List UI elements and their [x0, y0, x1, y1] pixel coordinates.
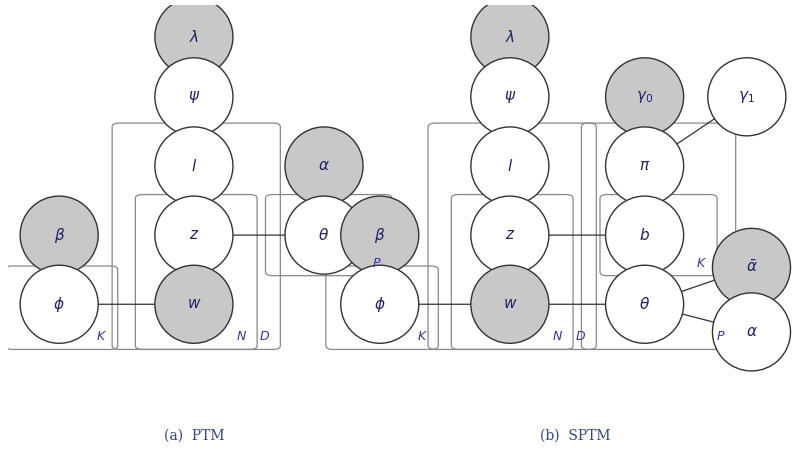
Ellipse shape [713, 228, 791, 307]
Ellipse shape [285, 127, 363, 205]
Ellipse shape [605, 265, 683, 343]
Text: $l$: $l$ [507, 158, 513, 174]
Ellipse shape [471, 58, 549, 136]
Text: $b$: $b$ [639, 227, 650, 243]
Text: $\theta$: $\theta$ [639, 296, 650, 312]
Text: $z$: $z$ [505, 228, 515, 242]
Text: $K$: $K$ [417, 331, 428, 343]
Text: $\lambda$: $\lambda$ [189, 29, 199, 45]
Text: $\phi$: $\phi$ [53, 295, 65, 314]
Ellipse shape [471, 127, 549, 205]
Text: $\alpha$: $\alpha$ [746, 325, 758, 339]
Text: $\gamma_1$: $\gamma_1$ [738, 89, 755, 105]
Text: $l$: $l$ [191, 158, 197, 174]
Text: $D$: $D$ [575, 331, 586, 343]
Text: $\gamma_0$: $\gamma_0$ [636, 89, 653, 105]
Text: $z$: $z$ [189, 228, 199, 242]
Ellipse shape [605, 127, 683, 205]
Ellipse shape [605, 196, 683, 274]
Text: $\bar{\alpha}$: $\bar{\alpha}$ [746, 260, 758, 275]
Ellipse shape [713, 293, 791, 371]
Text: $\beta$: $\beta$ [53, 225, 64, 245]
Text: $\pi$: $\pi$ [639, 159, 650, 173]
Ellipse shape [155, 0, 233, 76]
Ellipse shape [471, 196, 549, 274]
Ellipse shape [285, 196, 363, 274]
Ellipse shape [341, 196, 419, 274]
Ellipse shape [20, 265, 98, 343]
Text: (a)  PTM: (a) PTM [164, 429, 224, 443]
Text: $K$: $K$ [97, 331, 107, 343]
Ellipse shape [155, 196, 233, 274]
Ellipse shape [605, 58, 683, 136]
Text: $\theta$: $\theta$ [318, 227, 330, 243]
Text: $N$: $N$ [552, 331, 563, 343]
Ellipse shape [471, 265, 549, 343]
Text: $N$: $N$ [236, 331, 247, 343]
Ellipse shape [155, 58, 233, 136]
Text: $\psi$: $\psi$ [188, 89, 200, 105]
Text: $\lambda$: $\lambda$ [505, 29, 515, 45]
Text: $w$: $w$ [503, 297, 517, 311]
Ellipse shape [155, 127, 233, 205]
Text: $P$: $P$ [716, 331, 725, 343]
Text: (b)  SPTM: (b) SPTM [540, 429, 610, 443]
Text: $\beta$: $\beta$ [374, 225, 385, 245]
Ellipse shape [20, 196, 98, 274]
Ellipse shape [155, 265, 233, 343]
Ellipse shape [341, 265, 419, 343]
Text: $\phi$: $\phi$ [374, 295, 385, 314]
Text: $\psi$: $\psi$ [504, 89, 516, 105]
Ellipse shape [708, 58, 786, 136]
Text: $D$: $D$ [259, 331, 270, 343]
Text: $\alpha$: $\alpha$ [318, 159, 330, 173]
Text: $K$: $K$ [696, 257, 707, 270]
Text: $w$: $w$ [187, 297, 202, 311]
Ellipse shape [471, 0, 549, 76]
Text: $P$: $P$ [372, 257, 381, 270]
